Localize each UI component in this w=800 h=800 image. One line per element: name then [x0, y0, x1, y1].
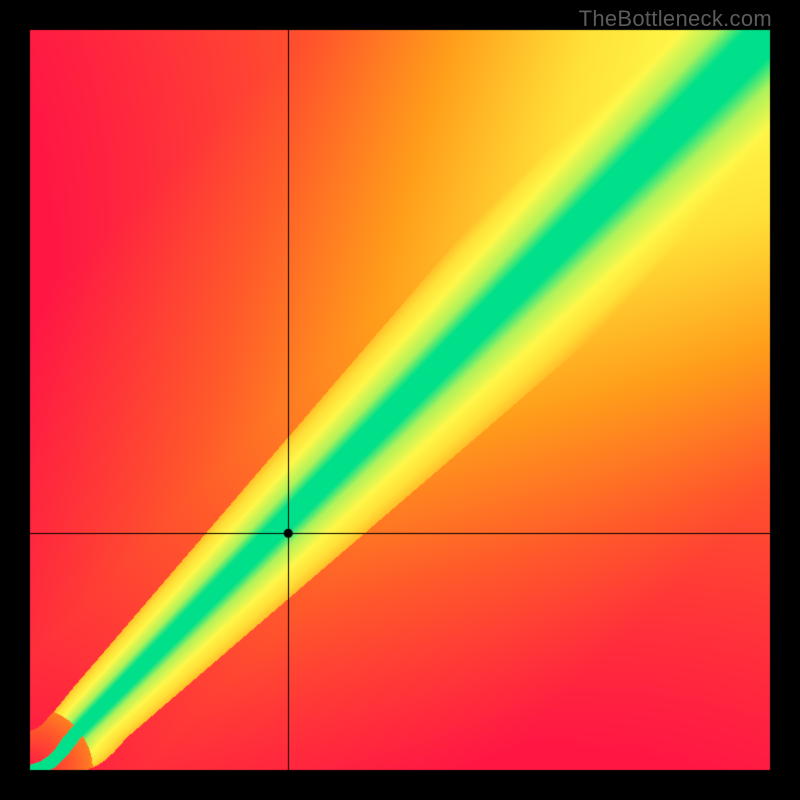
bottleneck-heatmap-chart — [0, 0, 800, 800]
watermark-label: TheBottleneck.com — [579, 6, 772, 32]
